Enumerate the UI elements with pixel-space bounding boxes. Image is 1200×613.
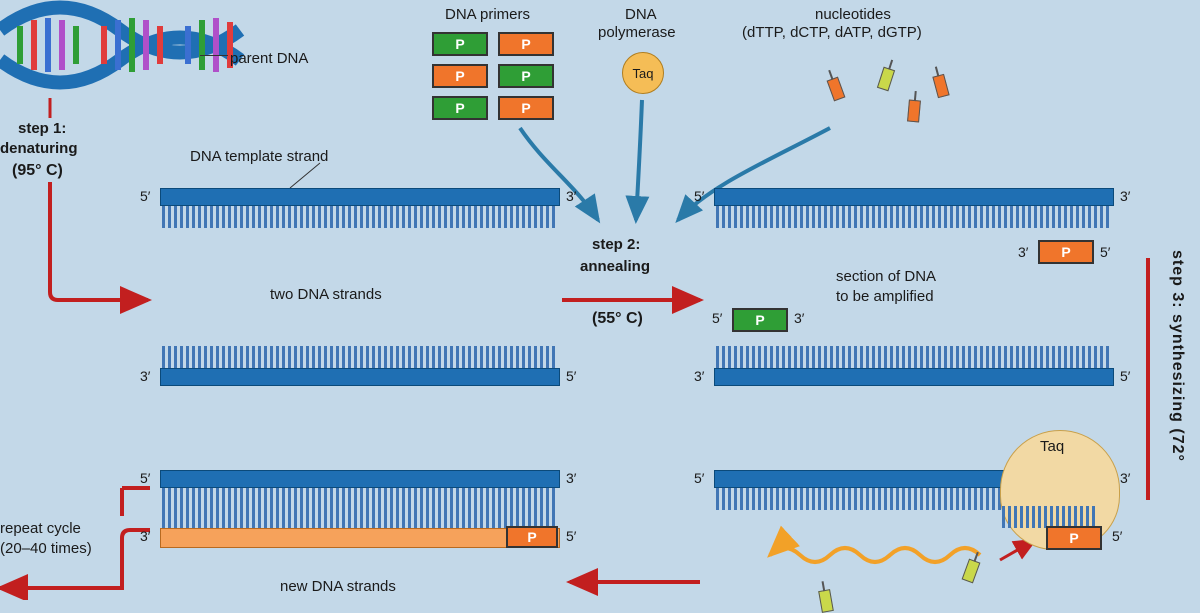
dna-polymerase-label-1: DNA: [625, 6, 657, 23]
repeat-cycle-2: (20–40 times): [0, 540, 92, 557]
section-of-dna-2: to be amplified: [836, 288, 934, 305]
repeat-cycle-1: repeat cycle: [0, 520, 81, 537]
dna-comb: [1002, 506, 1095, 528]
nucleotide-icon: [907, 100, 921, 123]
dna-comb: [162, 508, 555, 530]
primer-box: P: [432, 32, 488, 56]
five-prime-tick: 5′: [1100, 244, 1110, 260]
dna-strand: [160, 470, 560, 488]
three-prime-tick: 3′: [140, 528, 150, 544]
three-prime-tick: 3′: [1018, 244, 1028, 260]
nucleotide-icon: [818, 589, 834, 613]
step2-temp: (55° C): [592, 310, 643, 328]
step2-name: annealing: [580, 258, 650, 275]
primer-on-new-strand: P: [506, 526, 558, 548]
primer-box: P: [498, 32, 554, 56]
dna-strand: [160, 188, 560, 206]
primer-box: P: [432, 64, 488, 88]
dna-polymerase-label-2: polymerase: [598, 24, 676, 41]
dna-template-strand-label: DNA template strand: [190, 148, 328, 165]
step2-title: step 2:: [592, 236, 640, 253]
primer-in-taq: P: [1046, 526, 1102, 550]
five-prime-tick: 5′: [1112, 528, 1122, 544]
dna-comb: [716, 346, 1109, 368]
three-prime-tick: 3′: [566, 188, 576, 204]
dna-comb: [162, 206, 555, 228]
five-prime-tick: 5′: [694, 470, 704, 486]
section-of-dna-1: section of DNA: [836, 268, 936, 285]
five-prime-tick: 5′: [140, 470, 150, 486]
five-prime-tick: 5′: [1120, 368, 1130, 384]
taq-circle: Taq: [622, 52, 664, 94]
three-prime-tick: 3′: [1120, 470, 1130, 486]
nucleotide-icon: [962, 559, 981, 584]
step1-name: denaturing: [0, 140, 78, 157]
three-prime-tick: 3′: [566, 470, 576, 486]
primer-box: P: [432, 96, 488, 120]
new-strand: [160, 528, 560, 548]
three-prime-tick: 3′: [794, 310, 804, 326]
annealed-primer-green: P: [732, 308, 788, 332]
parent-dna-helix: [0, 0, 260, 105]
five-prime-tick: 5′: [712, 310, 722, 326]
dna-strand: [714, 188, 1114, 206]
dna-primers-label: DNA primers: [445, 6, 530, 23]
new-dna-strands-label: new DNA strands: [280, 578, 396, 595]
parent-dna-leader: [200, 55, 228, 56]
nucleotide-icon: [877, 67, 895, 92]
step1-temp: (95° C): [12, 162, 63, 180]
three-prime-tick: 3′: [694, 368, 704, 384]
dna-strand: [714, 368, 1114, 386]
step1-title: step 1:: [18, 120, 66, 137]
dna-comb: [162, 346, 555, 368]
three-prime-tick: 3′: [1120, 188, 1130, 204]
nucleotide-icon: [932, 74, 949, 98]
step3-label: step 3: synthesizing (72°: [1168, 250, 1186, 462]
nucleotides-title: nucleotides: [815, 6, 891, 23]
five-prime-tick: 5′: [566, 368, 576, 384]
five-prime-tick: 5′: [694, 188, 704, 204]
nucleotides-list: (dTTP, dCTP, dATP, dGTP): [742, 24, 922, 41]
primer-box: P: [498, 64, 554, 88]
five-prime-tick: 5′: [140, 188, 150, 204]
dna-strand: [160, 368, 560, 386]
parent-dna-label: parent DNA: [230, 50, 308, 67]
two-dna-strands-label: two DNA strands: [270, 286, 382, 303]
dna-comb: [716, 206, 1109, 228]
primer-box: P: [498, 96, 554, 120]
nucleotide-icon: [827, 77, 846, 102]
three-prime-tick: 3′: [140, 368, 150, 384]
five-prime-tick: 5′: [566, 528, 576, 544]
taq-blob-label: Taq: [1040, 438, 1064, 455]
dna-comb: [162, 488, 555, 510]
annealed-primer-orange: P: [1038, 240, 1094, 264]
